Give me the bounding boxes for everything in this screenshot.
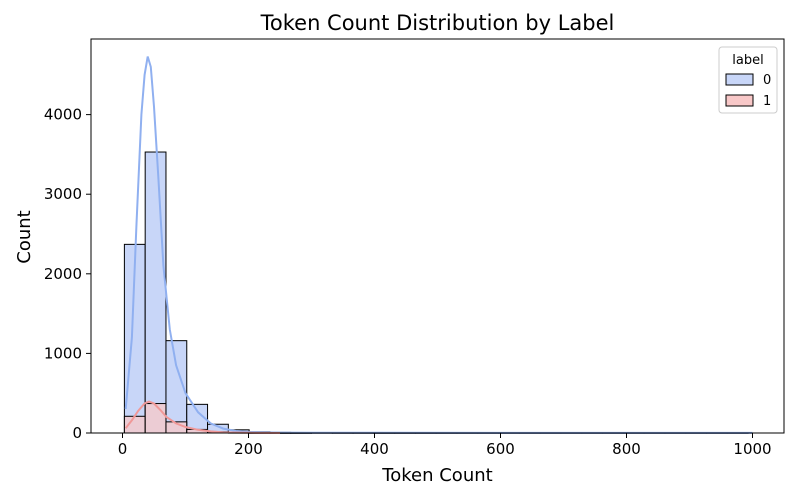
- x-axis-label: Token Count: [381, 465, 492, 486]
- chart-title: Token Count Distribution by Label: [260, 11, 615, 35]
- axes-frame: [90, 38, 785, 434]
- bar-series-0: [144, 151, 167, 434]
- legend-label-0: 0: [763, 73, 771, 88]
- y-axis-label: Count: [14, 210, 35, 263]
- y-tick-label: 3000: [44, 185, 82, 203]
- legend-title: label: [732, 53, 763, 68]
- x-tick-label: 800: [612, 440, 641, 458]
- kde-line-series-0: [124, 56, 753, 434]
- x-tick-label: 200: [234, 440, 263, 458]
- y-tick-label: 2000: [44, 265, 82, 283]
- legend: label 0 1: [718, 46, 778, 114]
- x-tick-label: 0: [118, 440, 128, 458]
- legend-swatch-0: [725, 73, 754, 86]
- y-tick-label: 1000: [44, 344, 82, 362]
- legend-swatch-1: [725, 94, 754, 107]
- kde-line-series-1: [124, 400, 281, 434]
- x-tick-label: 1000: [733, 440, 771, 458]
- y-tick-label: 4000: [44, 106, 82, 124]
- legend-label-1: 1: [763, 94, 771, 109]
- plot-area: 0 200 400 600 800 1000 0 1000 2000 3000 4000: [44, 38, 785, 458]
- y-tick-label: 0: [72, 424, 82, 442]
- bar-series-1: [144, 403, 167, 434]
- x-tick-label: 600: [486, 440, 515, 458]
- x-tick-label: 400: [360, 440, 389, 458]
